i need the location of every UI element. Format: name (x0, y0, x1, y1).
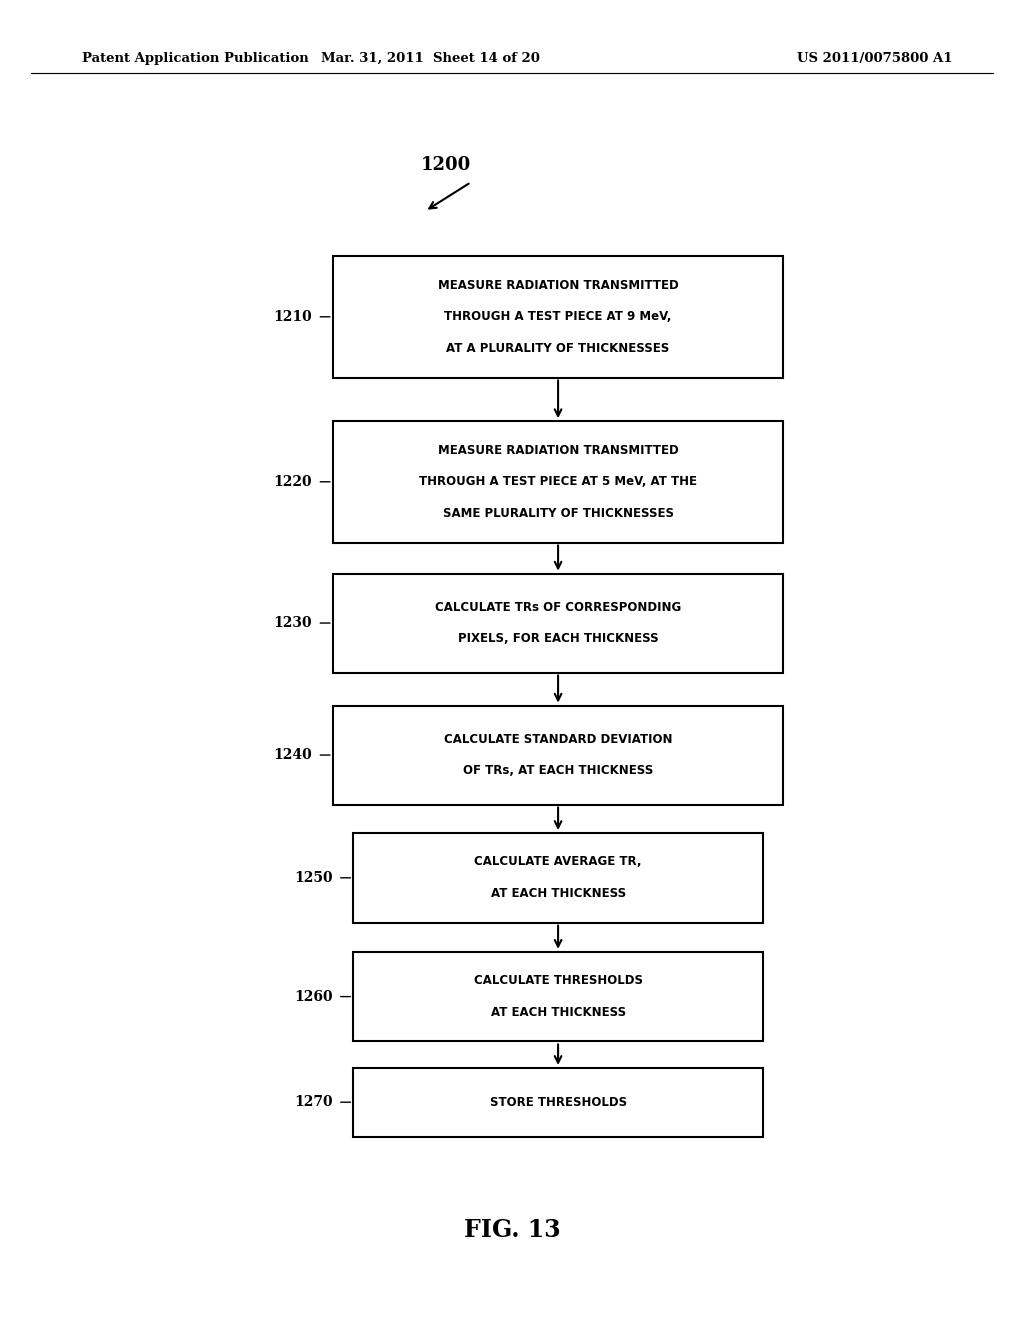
Text: CALCULATE TRs OF CORRESPONDING: CALCULATE TRs OF CORRESPONDING (435, 601, 681, 614)
Text: CALCULATE AVERAGE TR,: CALCULATE AVERAGE TR, (474, 855, 642, 869)
Text: US 2011/0075800 A1: US 2011/0075800 A1 (797, 51, 952, 65)
Text: Patent Application Publication: Patent Application Publication (82, 51, 308, 65)
Text: 1230: 1230 (273, 616, 312, 630)
Text: AT A PLURALITY OF THICKNESSES: AT A PLURALITY OF THICKNESSES (446, 342, 670, 355)
Text: SAME PLURALITY OF THICKNESSES: SAME PLURALITY OF THICKNESSES (442, 507, 674, 520)
Text: 1240: 1240 (273, 748, 312, 762)
Text: AT EACH THICKNESS: AT EACH THICKNESS (490, 1006, 626, 1019)
FancyBboxPatch shape (353, 952, 763, 1041)
FancyBboxPatch shape (353, 833, 763, 923)
Text: CALCULATE THRESHOLDS: CALCULATE THRESHOLDS (473, 974, 643, 987)
Text: 1250: 1250 (294, 871, 333, 884)
Text: THROUGH A TEST PIECE AT 9 MeV,: THROUGH A TEST PIECE AT 9 MeV, (444, 310, 672, 323)
FancyBboxPatch shape (353, 1068, 763, 1137)
Text: STORE THRESHOLDS: STORE THRESHOLDS (489, 1096, 627, 1109)
Text: CALCULATE STANDARD DEVIATION: CALCULATE STANDARD DEVIATION (443, 733, 673, 746)
FancyBboxPatch shape (333, 573, 783, 672)
Text: Mar. 31, 2011  Sheet 14 of 20: Mar. 31, 2011 Sheet 14 of 20 (321, 51, 540, 65)
Text: AT EACH THICKNESS: AT EACH THICKNESS (490, 887, 626, 900)
Text: 1260: 1260 (294, 990, 333, 1003)
Text: MEASURE RADIATION TRANSMITTED: MEASURE RADIATION TRANSMITTED (437, 444, 679, 457)
Text: 1200: 1200 (420, 156, 471, 174)
Text: FIG. 13: FIG. 13 (464, 1218, 560, 1242)
FancyBboxPatch shape (333, 421, 783, 543)
FancyBboxPatch shape (333, 256, 783, 378)
Text: 1210: 1210 (273, 310, 312, 323)
Text: PIXELS, FOR EACH THICKNESS: PIXELS, FOR EACH THICKNESS (458, 632, 658, 645)
Text: THROUGH A TEST PIECE AT 5 MeV, AT THE: THROUGH A TEST PIECE AT 5 MeV, AT THE (419, 475, 697, 488)
FancyBboxPatch shape (333, 705, 783, 804)
Text: 1270: 1270 (294, 1096, 333, 1109)
Text: OF TRs, AT EACH THICKNESS: OF TRs, AT EACH THICKNESS (463, 764, 653, 777)
Text: MEASURE RADIATION TRANSMITTED: MEASURE RADIATION TRANSMITTED (437, 279, 679, 292)
Text: 1220: 1220 (273, 475, 312, 488)
